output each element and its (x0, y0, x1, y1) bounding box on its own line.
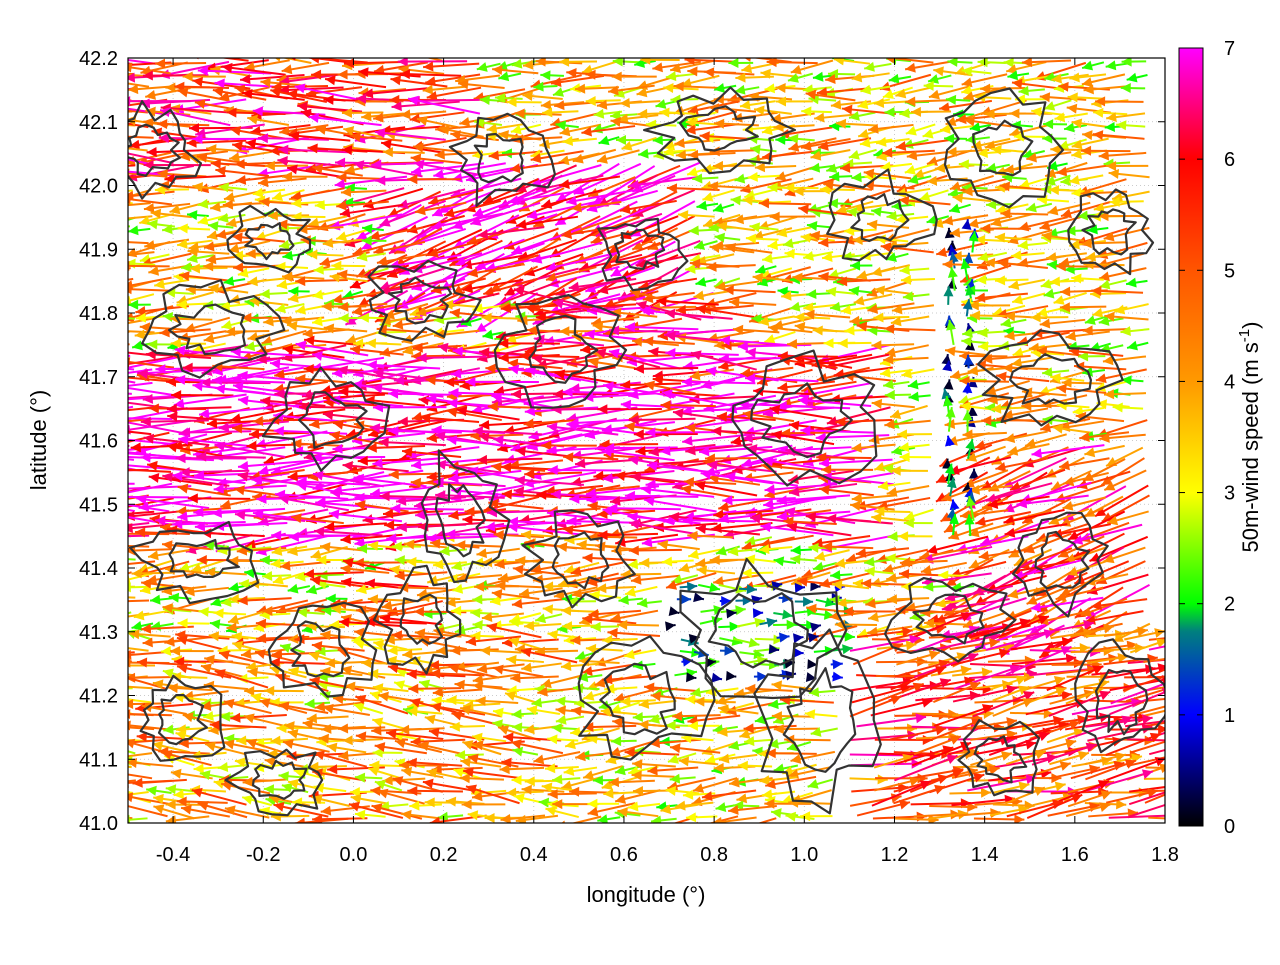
wind-vector (61, 407, 133, 424)
wind-vector-head (97, 101, 108, 111)
wind-vector-head (82, 92, 92, 102)
wind-vector-head (117, 373, 127, 383)
wind-vector-head (57, 359, 68, 369)
wind-vector-head (79, 146, 90, 156)
wind-vector (82, 70, 134, 80)
wind-vector-head (65, 94, 76, 104)
wind-vector (82, 268, 131, 278)
wind-vector-head (57, 159, 68, 169)
wind-vector-head (59, 386, 69, 396)
wind-vector-shaft (82, 279, 133, 287)
wind-vector-head (99, 418, 109, 428)
wind-vector-head (96, 408, 106, 418)
wind-vector-head (122, 63, 133, 73)
wind-vector-shaft (59, 391, 132, 394)
wind-vector-head (112, 214, 122, 224)
wind-vector (84, 332, 129, 348)
wind-vector-head (111, 285, 122, 295)
wind-vector-head (118, 167, 128, 177)
wind-vector-shaft (99, 418, 172, 419)
wind-vector-head (112, 69, 122, 79)
wind-vector (80, 344, 129, 357)
wind-vector-head (74, 163, 84, 173)
wind-vector-shaft (64, 421, 132, 430)
wind-vector (104, 222, 130, 232)
wind-vector-shaft (100, 288, 131, 291)
wind-vector-shaft (61, 407, 133, 421)
wind-vector-shaft (119, 266, 169, 267)
wind-vector-shaft (82, 97, 132, 101)
wind-vector-head (112, 217, 123, 227)
wind-vector-head (61, 358, 71, 368)
wind-vector-head (122, 284, 132, 294)
wind-vector-head (120, 96, 130, 106)
wind-vector-head (110, 144, 121, 154)
wind-vector-head (80, 348, 91, 358)
wind-vector-head (107, 146, 118, 156)
wind-vector-head (61, 414, 72, 424)
wind-vector-head (118, 394, 128, 404)
wind-vector-shaft (417, 357, 487, 358)
wind-vector-head (117, 417, 128, 427)
wind-vector-head (104, 76, 115, 86)
wind-vector-head (82, 281, 93, 291)
wind-vector-head (104, 222, 114, 232)
wind-vector-shaft (82, 74, 134, 76)
wind-vector-shaft (57, 356, 130, 366)
wind-vector-head (99, 413, 109, 423)
wind-vector-head (99, 200, 109, 210)
wind-vector-shaft (80, 344, 129, 355)
wind-vector-head (59, 435, 69, 445)
wind-vector-shaft (682, 382, 755, 383)
wind-vector-head (62, 432, 72, 442)
wind-vector-head (68, 173, 78, 183)
wind-vector-head (84, 338, 95, 348)
wind-vector-shaft (74, 165, 136, 168)
wind-vector (57, 153, 129, 169)
wind-vector-head (82, 70, 92, 80)
wind-vector-head (117, 363, 128, 373)
wind-vector-head (82, 268, 93, 278)
wind-vector-head (61, 449, 71, 459)
wind-vector-head (106, 142, 116, 152)
wind-vector-head (100, 284, 110, 294)
wind-vector-head (397, 48, 408, 58)
wind-vector (82, 92, 132, 102)
wind-vector (100, 284, 131, 294)
wind-vector-head (66, 50, 77, 60)
wind-vector-head (121, 194, 132, 204)
wind-vector-head (120, 357, 131, 367)
wind-vector-head (106, 96, 116, 106)
wind-vector-head (118, 448, 128, 458)
wind-vector-shaft (196, 456, 266, 457)
wind-vector-head (68, 121, 79, 131)
wind-vector-shaft (65, 88, 133, 100)
wind-vector-shaft (82, 268, 131, 274)
wind-vector-head (105, 201, 115, 211)
wind-vector-head (82, 395, 92, 405)
wind-vector-head (64, 423, 75, 433)
wind-vector (65, 88, 133, 103)
wind-vector-head (104, 396, 115, 406)
wind-vector-shaft (61, 453, 134, 460)
wind-vector-head (88, 344, 98, 354)
wind-vector-shaft (629, 419, 696, 420)
wind-vector (74, 163, 136, 173)
wind-vector (82, 279, 133, 291)
wind-vector-head (64, 367, 75, 377)
wind-vector-head (111, 326, 121, 336)
wind-vector-head (115, 415, 126, 425)
wind-vector-shaft (84, 332, 129, 346)
wind-vector-head (110, 102, 121, 112)
wind-vector-shaft (57, 153, 129, 165)
